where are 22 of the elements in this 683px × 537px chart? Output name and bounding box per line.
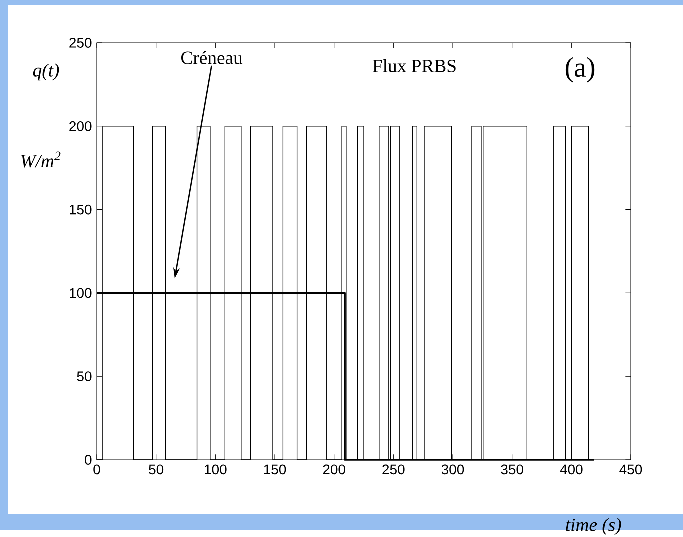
y-tick-label: 150: [70, 205, 92, 216]
x-tick-label: 50: [149, 464, 164, 475]
y-tick-label: 50: [77, 372, 92, 382]
x-tick-label: 300: [442, 464, 464, 475]
y-tick-label: 200: [70, 122, 92, 132]
y-tick-label: 100: [70, 288, 92, 298]
y-tick-label: 250: [70, 38, 92, 48]
y-axis-title: q(t): [33, 64, 60, 81]
y-tick-label: 0: [85, 455, 92, 466]
x-tick-label: 350: [501, 464, 524, 475]
x-tick-label: 100: [205, 464, 227, 475]
text: W/m$^{2}$: [21, 152, 61, 168]
x-tick-label: 450: [620, 464, 642, 475]
annotation: (a): [566, 58, 595, 84]
annotation: Créneau: [181, 51, 243, 65]
x-axis-title: time (s): [566, 518, 622, 536]
x-tick-label: 250: [382, 464, 405, 475]
x-tick-label: 0: [94, 464, 100, 475]
x-tick-label: 400: [560, 464, 583, 475]
annotation: Flux PRBS: [372, 60, 456, 73]
x-tick-label: 200: [323, 464, 346, 475]
x-tick-label: 150: [264, 464, 286, 475]
